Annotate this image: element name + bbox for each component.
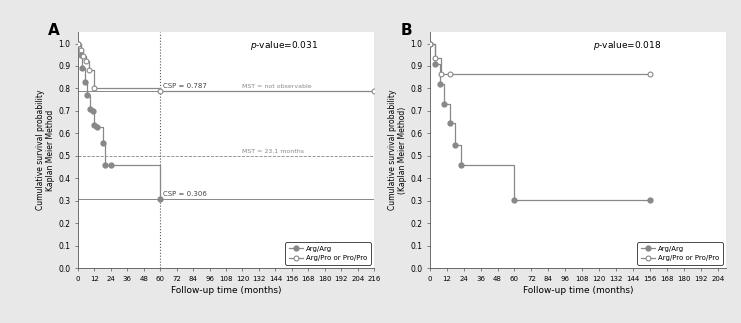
Text: $\it{p}$-value=0.031: $\it{p}$-value=0.031 <box>250 39 318 52</box>
Text: A: A <box>48 23 60 38</box>
Text: CSP = 0.306: CSP = 0.306 <box>163 191 207 197</box>
Legend: Arg/Arg, Arg/Pro or Pro/Pro: Arg/Arg, Arg/Pro or Pro/Pro <box>637 242 722 265</box>
X-axis label: Follow-up time (months): Follow-up time (months) <box>170 286 282 295</box>
Y-axis label: Cumulative survival probability
(Kaplan Meier Method): Cumulative survival probability (Kaplan … <box>388 90 408 211</box>
Text: B: B <box>400 23 412 38</box>
X-axis label: Follow-up time (months): Follow-up time (months) <box>522 286 634 295</box>
Legend: Arg/Arg, Arg/Pro or Pro/Pro: Arg/Arg, Arg/Pro or Pro/Pro <box>285 242 370 265</box>
Text: $\it{p}$-value=0.018: $\it{p}$-value=0.018 <box>593 39 661 52</box>
Y-axis label: Cumulative survival probability
Kaplan Meier Method: Cumulative survival probability Kaplan M… <box>36 90 56 211</box>
Text: MST = 23.1 months: MST = 23.1 months <box>242 149 305 153</box>
Text: CSP = 0.787: CSP = 0.787 <box>163 83 207 89</box>
Text: MST = not observable: MST = not observable <box>242 84 312 89</box>
